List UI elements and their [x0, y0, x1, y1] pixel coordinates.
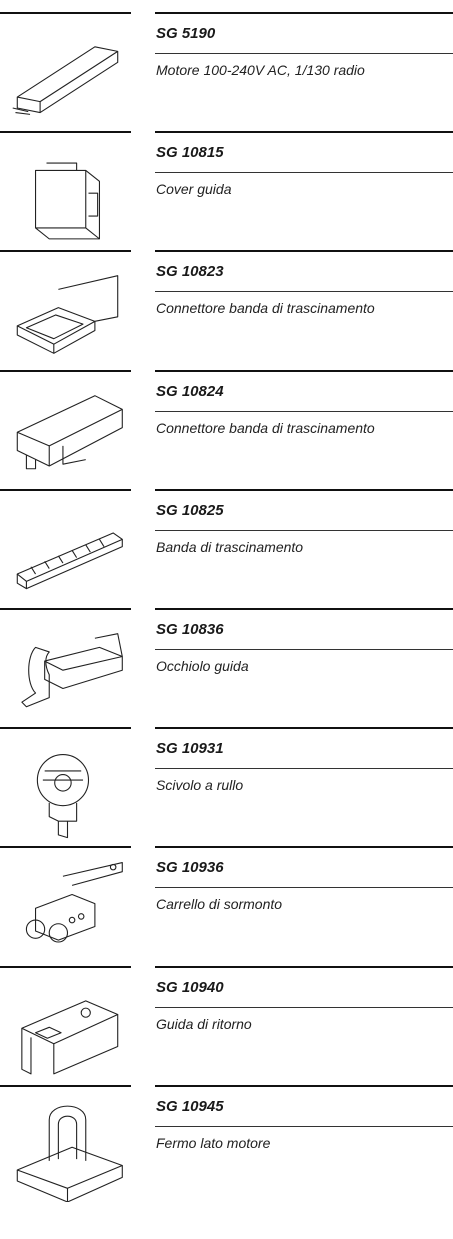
divider [0, 965, 131, 968]
product-description: Occhiolo guida [156, 658, 249, 674]
product-description: Carrello di sormonto [156, 896, 283, 913]
product-image [36, 754, 90, 839]
divider [155, 649, 453, 650]
product-code: SG 10823 [156, 263, 224, 281]
product-row: SG 10936 Carrello di sormonto [0, 846, 453, 965]
product-row: SG 10815 Cover guida [0, 131, 453, 250]
product-image [16, 275, 119, 355]
divider [0, 846, 131, 849]
product-row: SG 10836 Occhiolo guida [0, 608, 453, 727]
product-row: SG 10823 Connettore banda di trascinament… [0, 250, 453, 369]
divider [155, 1006, 453, 1008]
divider [155, 608, 453, 610]
product-code: SG 10824 [156, 382, 224, 400]
product-row: SG 10945 Fermo lato motore [0, 1084, 453, 1204]
product-description: Connettore banda di trascinamento [156, 419, 375, 436]
product-description: Banda di trascinamento [156, 538, 304, 555]
product-code: SG 10825 [156, 501, 224, 519]
product-row: SG 10940 Guida di ritorno [0, 965, 453, 1085]
divider [0, 608, 131, 610]
divider [155, 250, 453, 253]
product-code: SG 5190 [156, 25, 216, 42]
divider [0, 131, 131, 134]
product-image [21, 999, 119, 1075]
divider [155, 887, 453, 889]
divider [155, 846, 453, 849]
divider [0, 1084, 131, 1087]
divider [155, 727, 453, 730]
product-code: SG 10940 [156, 978, 224, 996]
divider [155, 172, 453, 174]
product-image [25, 862, 123, 943]
divider [155, 965, 453, 968]
divider [155, 768, 453, 770]
divider [155, 12, 453, 14]
product-row: SG 5190 Motore 100-240V AC, 1/130 radio [0, 12, 453, 131]
product-description: Cover guida [156, 181, 232, 198]
divider [155, 369, 453, 372]
product-code: SG 10945 [156, 1097, 224, 1115]
product-code: SG 10815 [156, 144, 224, 162]
product-image [34, 162, 101, 240]
product-code: SG 10836 [156, 621, 224, 638]
divider [0, 12, 131, 14]
product-image [12, 46, 119, 115]
product-description: Scivolo a rullo [156, 777, 244, 794]
product-image [16, 532, 123, 589]
divider [0, 727, 131, 730]
product-row: SG 10824 Connettore banda di trascinament… [0, 369, 453, 489]
product-code: SG 10931 [156, 740, 224, 758]
product-description: Motore 100-240V AC, 1/130 radio [156, 62, 365, 78]
divider [0, 488, 131, 491]
product-description: Guida di ritorno [156, 1015, 252, 1032]
product-image [16, 394, 123, 469]
product-row: SG 10931 Scivolo a rullo [0, 727, 453, 846]
product-code: SG 10936 [156, 859, 224, 877]
divider [155, 1125, 453, 1127]
product-description: Fermo lato motore [156, 1134, 271, 1151]
divider [0, 250, 131, 253]
product-description: Connettore banda di trascinamento [156, 300, 375, 317]
divider [155, 529, 453, 531]
product-row: SG 10825 Banda di trascinamento [0, 488, 453, 608]
divider [0, 369, 131, 372]
divider [155, 131, 453, 134]
product-image [16, 1105, 123, 1202]
divider [155, 488, 453, 491]
product-image [21, 633, 123, 708]
divider [155, 1084, 453, 1087]
divider [155, 53, 453, 54]
divider [155, 291, 453, 293]
divider [155, 410, 453, 412]
